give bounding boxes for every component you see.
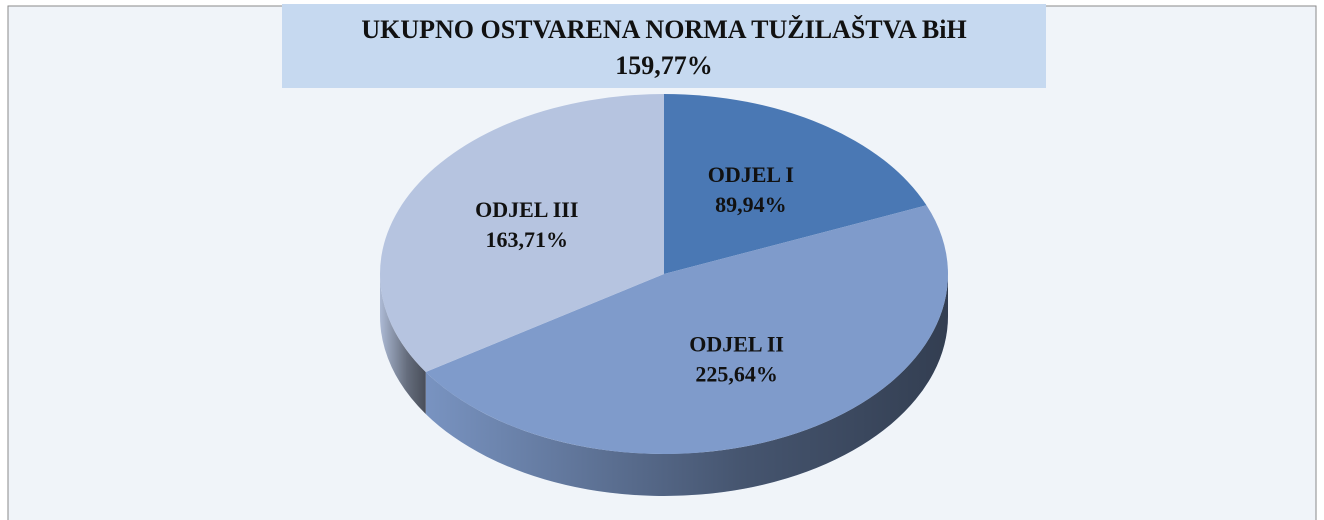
slice (425, 205, 948, 454)
chart-title: UKUPNO OSTVARENA NORMA TUŽILAŠTVA BiH (361, 15, 966, 44)
slice (664, 94, 927, 274)
value-label: 163,71% (486, 227, 569, 252)
slice-label: ODJEL II (689, 332, 784, 357)
slice-label: ODJEL I (708, 162, 794, 187)
title-box (282, 4, 1046, 88)
value-label: 225,64% (695, 362, 778, 387)
slice (380, 94, 664, 372)
slice-side-shade (425, 274, 949, 496)
slice-side-shade (380, 274, 426, 414)
slice-label: ODJEL III (475, 197, 578, 222)
value-label: 89,94% (715, 192, 787, 217)
chart-subtitle: 159,77% (615, 51, 713, 80)
